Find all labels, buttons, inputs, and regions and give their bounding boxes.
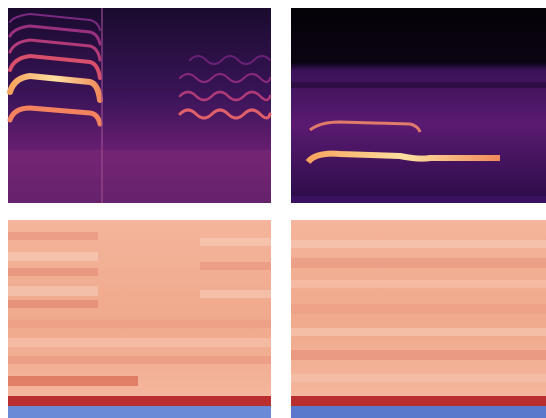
page-body — [0, 0, 546, 418]
spectrogram-top-left — [8, 8, 271, 203]
heatmap-bottom-left — [8, 220, 271, 418]
heatmap-bottom-right — [291, 220, 546, 418]
spectrogram-grid — [0, 0, 546, 418]
page: {} html, body { margin: 0; padding: 0; b… — [0, 0, 546, 418]
spectrogram-top-right — [291, 8, 546, 203]
